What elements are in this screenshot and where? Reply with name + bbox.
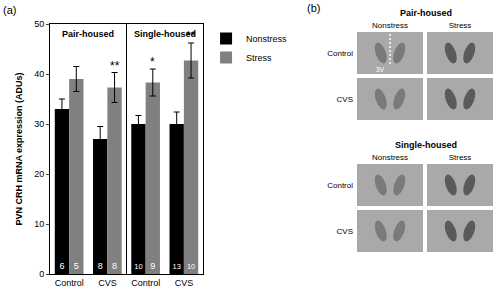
svg-text:**: **: [186, 29, 196, 43]
svg-text:*: *: [150, 55, 155, 69]
svg-text:CVS: CVS: [337, 227, 353, 236]
svg-text:PVN CRH mRNA expression (ADUs): PVN CRH mRNA expression (ADUs): [14, 72, 24, 225]
svg-text:Control: Control: [55, 278, 84, 288]
svg-text:(a): (a): [3, 4, 16, 16]
svg-text:10: 10: [134, 262, 142, 271]
svg-text:Pair-housed: Pair-housed: [62, 29, 114, 39]
svg-text:3V: 3V: [376, 66, 385, 73]
svg-text:Control: Control: [327, 49, 353, 58]
svg-text:8: 8: [98, 261, 103, 271]
svg-text:10: 10: [187, 262, 195, 271]
svg-text:40: 40: [34, 69, 44, 79]
svg-text:50: 50: [34, 19, 44, 29]
svg-text:Nonstress: Nonstress: [372, 21, 408, 30]
svg-text:13: 13: [173, 262, 181, 271]
svg-text:Pair-housed: Pair-housed: [400, 8, 452, 18]
svg-text:10: 10: [34, 219, 44, 229]
svg-text:Control: Control: [327, 181, 353, 190]
svg-text:CVS: CVS: [98, 278, 117, 288]
svg-text:8: 8: [112, 261, 117, 271]
svg-text:CVS: CVS: [337, 95, 353, 104]
svg-text:Stress: Stress: [246, 53, 272, 63]
svg-text:Single-housed: Single-housed: [395, 140, 457, 150]
svg-text:CVS: CVS: [175, 278, 194, 288]
svg-text:Single-housed: Single-housed: [134, 29, 196, 39]
svg-text:6: 6: [59, 261, 64, 271]
svg-text:(b): (b): [307, 2, 320, 14]
svg-text:0: 0: [39, 269, 44, 279]
svg-text:5: 5: [74, 261, 79, 271]
svg-text:**: **: [110, 59, 120, 73]
svg-text:Nonstress: Nonstress: [246, 34, 287, 44]
svg-text:Stress: Stress: [449, 153, 472, 162]
svg-text:Stress: Stress: [449, 21, 472, 30]
svg-text:9: 9: [150, 261, 155, 271]
svg-text:Nonstress: Nonstress: [372, 153, 408, 162]
svg-text:20: 20: [34, 169, 44, 179]
svg-text:30: 30: [34, 119, 44, 129]
svg-text:Control: Control: [131, 278, 160, 288]
